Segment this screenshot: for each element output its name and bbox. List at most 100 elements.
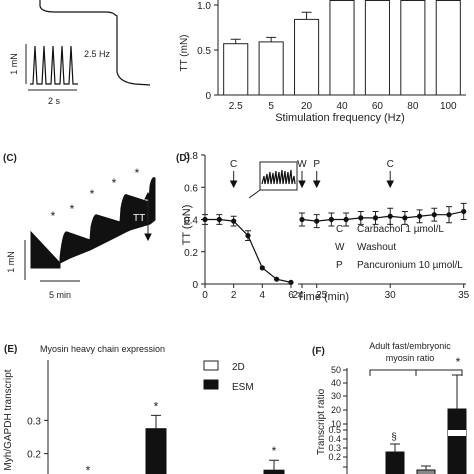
panel-b-ylabel: TT (mN): [179, 34, 190, 71]
key-code-2: W: [335, 242, 345, 253]
panel-e-ylabel: Myh/GAPDH transcript: [3, 369, 14, 470]
panel-d-before-point: [231, 218, 237, 224]
panel-d-x-tick-label: 30: [385, 290, 397, 301]
panel-d-after-point: [372, 215, 379, 221]
panel-b-bar: [364, 0, 390, 96]
panel-b-y-tick-label: 1.0: [197, 1, 211, 12]
panel-e-significance: *: [154, 399, 159, 413]
key-code-1: C: [336, 224, 343, 235]
panel-b-error-bar: [301, 11, 312, 20]
panel-e-bar-esm: [263, 469, 285, 474]
panel-e-error-bar: [269, 459, 279, 471]
stepwise-force-trace: [30, 177, 156, 269]
panel-f-y-tick-label: 0.5: [328, 425, 341, 435]
panel-f-axis-break: [448, 430, 466, 436]
panel-b-x-tick-label: 2.5: [229, 101, 243, 112]
event-label: P: [313, 159, 320, 170]
panel-b-bar: [400, 0, 426, 96]
panel-e-significance: *: [86, 463, 91, 474]
panel-d-after-point: [314, 218, 320, 224]
panel-d-after-point: [299, 216, 305, 223]
star-5: *: [135, 166, 140, 180]
panel-d-before-point: [245, 233, 251, 239]
panel-f-y-tick-label: 30: [331, 391, 341, 401]
panel-f-y-tick-label: 0.4: [328, 434, 341, 444]
event-arrow-head: [386, 180, 395, 189]
panel-d-ylabel: TT (mN): [181, 205, 193, 246]
scale-time-label: 2 s: [48, 96, 61, 106]
panel-b-bar: [329, 0, 355, 96]
panel-d-before-point: [259, 265, 265, 271]
panel-b-error-bar: [230, 38, 241, 44]
inset-connector: [248, 189, 261, 199]
panel-f-bar: [447, 408, 467, 474]
panel-f-star: *: [456, 355, 461, 369]
inset-twitch-trace: [30, 45, 78, 85]
panel-f-error-bar: [421, 465, 431, 470]
panel-b-x-tick-label: 20: [301, 101, 313, 112]
inset-frequency-label: 2.5 Hz: [84, 49, 111, 59]
section-mark: §: [391, 432, 397, 443]
panel-b-bar: [258, 41, 284, 96]
tt-label: TT: [133, 213, 145, 224]
panel-d-xlabel: Time (min): [297, 291, 349, 303]
panel-d-after-point: [461, 208, 467, 215]
panel-f-y-tick-label: 50: [331, 365, 341, 375]
panel-b-x-tick-label: 5: [268, 101, 274, 112]
panel-b-y-tick-label: 0: [205, 91, 211, 102]
panel-d-before-point: [216, 216, 222, 223]
panel-e-y-tick-label: 0.3: [27, 416, 41, 427]
panel-d-before-point: [274, 276, 280, 282]
tt-arrow-heads: [144, 191, 152, 242]
panel-e-error-bar: [151, 414, 161, 429]
star-2: *: [70, 202, 75, 216]
panel-c: (C) TT * * * * * 1 mN 5 min: [3, 153, 156, 300]
panel-b-bar: [223, 43, 249, 96]
panel-d-y-tick-label: 0.8: [184, 151, 198, 162]
panel-d-y-tick-label: 0: [192, 280, 198, 291]
panel-d-x-tick-label: 25: [316, 290, 328, 301]
panel-f-y-tick-label: 20: [331, 405, 341, 415]
panel-d-after-point: [343, 216, 349, 223]
scale-time-label-c: 5 min: [49, 290, 71, 300]
legend-swatch-2d: [203, 360, 219, 371]
panel-d-x-tick-label: 24: [292, 290, 304, 301]
star-4: *: [112, 176, 117, 190]
panel-f-error-bar: [390, 443, 400, 452]
panel-e-significance: *: [272, 444, 277, 458]
panel-b-bar: [435, 0, 461, 96]
panel-c-label: (C): [3, 153, 17, 164]
panel-d-after-point: [358, 215, 364, 221]
key-text-1: Carbachol 1 µmol/L: [357, 224, 444, 235]
panel-f-chart: (F) Adult fast/embryonic myosin ratio Tr…: [312, 341, 467, 474]
panel-a: 1 mN 2 s 2.5 Hz: [9, 0, 151, 106]
scale-force-label-c: 1 mN: [6, 251, 16, 273]
key-text-3: Pancuronium 10 µmol/L: [357, 260, 463, 271]
panel-f-y-tick-label: 10: [331, 419, 341, 429]
inset-trace: [261, 169, 296, 185]
panel-d-chart: (D) TT (mN) Time (min) C Carbachol 1 µmo…: [176, 151, 470, 303]
panel-d-y-tick-label: 0.4: [184, 216, 198, 227]
panel-d-after-point: [387, 213, 393, 219]
panel-d-y-tick-label: 0.6: [184, 183, 198, 194]
panel-b-x-tick-label: 100: [440, 101, 457, 112]
panel-f-label: (F): [312, 346, 325, 357]
significance-bracket: [369, 369, 463, 376]
event-label: C: [387, 159, 394, 170]
event-arrow-head: [229, 180, 238, 189]
panel-d-after-point: [402, 215, 408, 221]
panel-b-y-tick-label: 0.5: [197, 46, 211, 57]
key-text-2: Washout: [357, 242, 396, 253]
panel-e-chart: (E) Myosin heavy chain expression Myh/GA…: [3, 344, 285, 474]
panel-f-y-tick-label: 0.3: [328, 443, 341, 453]
panel-d-after-point: [446, 212, 452, 218]
panel-b-x-tick-label: 40: [336, 101, 348, 112]
panel-d-after-point: [328, 216, 334, 223]
panel-d-before-line: [205, 218, 292, 283]
key-code-3: P: [336, 260, 343, 271]
panel-d-x-tick-label: 0: [202, 290, 208, 301]
panel-f-y-tick-label: 0.2: [328, 452, 341, 462]
panel-d-after-point: [431, 212, 437, 218]
panel-b-xlabel: Stimulation frequency (Hz): [275, 112, 405, 124]
